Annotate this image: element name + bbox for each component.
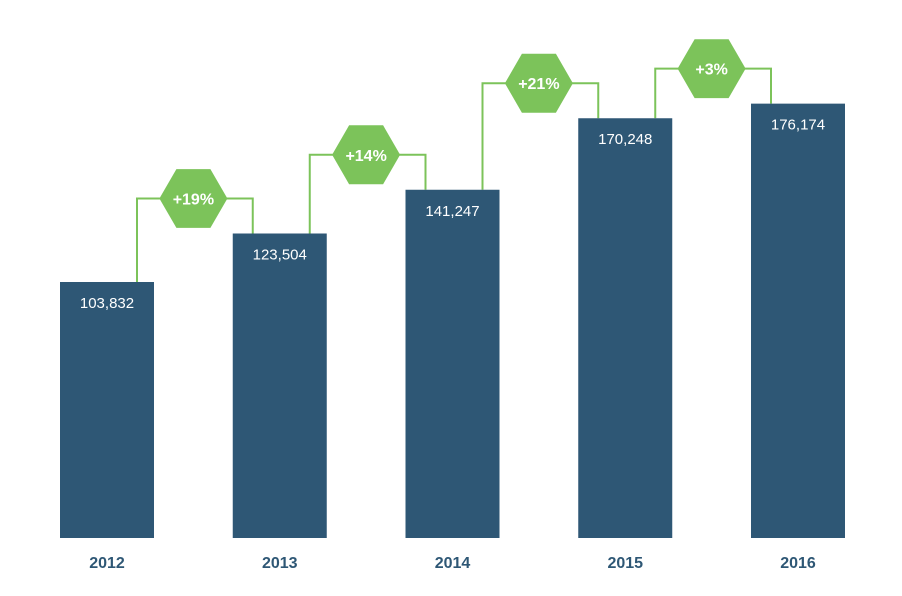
category-label-2016: 2016 [780, 555, 816, 572]
value-label-2012: 103,832 [80, 295, 134, 312]
bar-2012 [60, 282, 154, 538]
x-axis-labels: 2012 2013 2014 2015 2016 [89, 555, 816, 572]
bar-2014 [405, 189, 500, 539]
growth-badge-1 [159, 169, 228, 228]
value-label-2015: 170,248 [598, 131, 652, 148]
growth-badge-2 [332, 125, 401, 185]
growth-label-2: +14% [345, 148, 386, 165]
value-label-2014: 141,247 [425, 203, 479, 220]
growth-badges: +19% +14% +21% +3% [159, 39, 746, 228]
growth-label-4: +3% [695, 62, 727, 79]
growth-badge-4 [677, 39, 746, 99]
bar-2013 [232, 233, 327, 538]
growth-label-1: +19% [173, 191, 214, 208]
category-label-2013: 2013 [262, 555, 298, 572]
growth-label-3: +21% [518, 76, 559, 93]
bars-group: 103,832 123,504 141,247 170,248 176,174 [60, 103, 845, 539]
value-label-2013: 123,504 [253, 246, 307, 263]
category-label-2014: 2014 [435, 555, 471, 572]
growth-badge-3 [504, 53, 573, 113]
bar-2015 [578, 118, 673, 538]
bar-2016 [751, 103, 845, 538]
category-label-2015: 2015 [607, 555, 643, 572]
category-label-2012: 2012 [89, 555, 125, 572]
value-label-2016: 176,174 [771, 117, 825, 134]
